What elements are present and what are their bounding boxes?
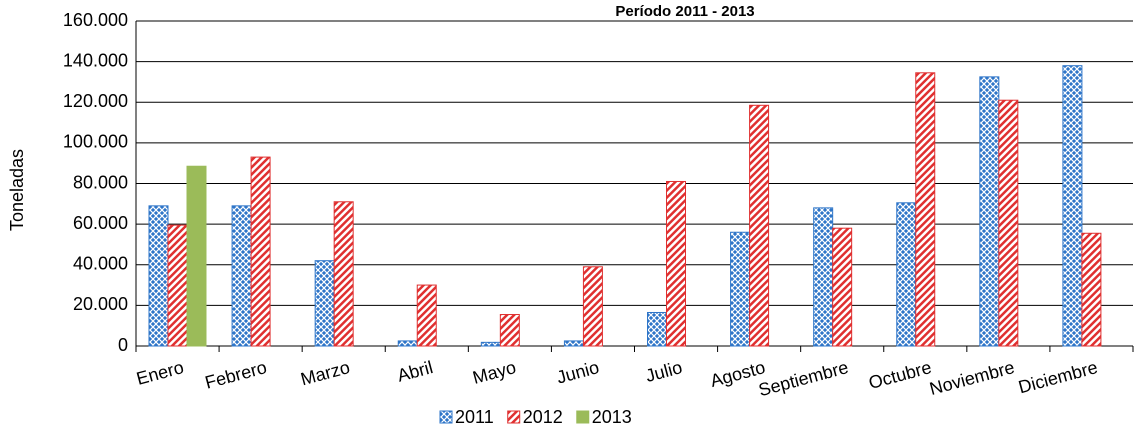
y-tick-label: 140.000: [63, 50, 128, 70]
bar: [397, 340, 418, 347]
bar: [666, 180, 686, 347]
x-tick-label: Octubre: [867, 357, 934, 393]
bar: [647, 311, 667, 347]
x-tick-label: Mayo: [470, 357, 518, 388]
bar: [148, 205, 169, 347]
bar: [582, 266, 603, 347]
bar: [231, 205, 252, 347]
bar: [813, 207, 834, 347]
bar: [416, 284, 437, 347]
x-tick-label: Enero: [134, 357, 186, 389]
bar: [250, 156, 271, 347]
x-tick-label: Abril: [395, 357, 435, 386]
x-tick-label: Diciembre: [1016, 357, 1099, 397]
y-tick-label: 0: [118, 335, 128, 355]
legend-swatch: [507, 410, 521, 424]
bar: [979, 76, 1000, 347]
bar: [480, 341, 501, 347]
bar: [167, 224, 188, 347]
bar: [314, 260, 335, 347]
y-tick-label: 80.000: [73, 172, 128, 192]
y-tick-label: 40.000: [73, 254, 128, 274]
legend-swatch: [576, 410, 590, 424]
legend-label: 2011: [455, 407, 494, 427]
x-tick-label: Marzo: [298, 357, 351, 389]
bar: [186, 165, 207, 347]
bar: [1062, 65, 1083, 347]
y-tick-label: 60.000: [73, 213, 128, 233]
bar: [1081, 232, 1102, 347]
bar: [998, 99, 1019, 347]
y-axis-label: Toneladas: [7, 149, 27, 231]
legend-swatch: [439, 410, 453, 424]
y-tick-label: 120.000: [63, 91, 128, 111]
x-tick-label: Junio: [554, 357, 601, 387]
x-tick-label: Septiembre: [756, 357, 850, 400]
y-tick-label: 20.000: [73, 294, 128, 314]
bar: [563, 340, 584, 347]
bar: [915, 72, 936, 347]
y-tick-label: 160.000: [63, 10, 128, 30]
bar: [730, 231, 751, 347]
bar: [832, 227, 853, 347]
bar: [749, 104, 770, 347]
legend-label: 2013: [592, 407, 632, 427]
y-tick-label: 100.000: [63, 132, 128, 152]
legend-label: 2012: [523, 407, 563, 427]
x-tick-label: Noviembre: [927, 357, 1016, 399]
x-tick-label: Julio: [643, 357, 684, 386]
bar: [333, 201, 354, 347]
bar: [896, 202, 917, 347]
x-tick-label: Febrero: [203, 357, 269, 393]
bar: [499, 314, 520, 347]
chart-title: Período 2011 - 2013: [615, 3, 754, 20]
